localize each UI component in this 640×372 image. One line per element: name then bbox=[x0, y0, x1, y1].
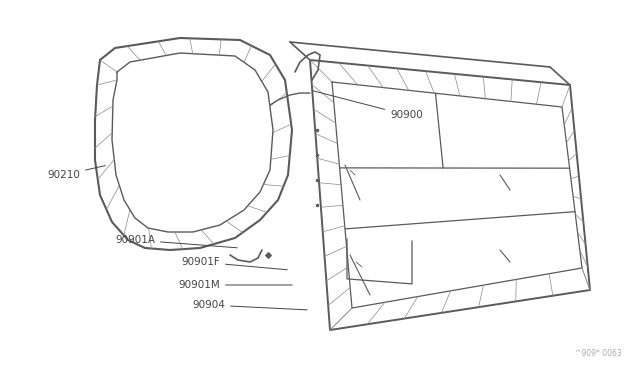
Text: 90901M: 90901M bbox=[179, 280, 292, 290]
Text: ^909* 0063: ^909* 0063 bbox=[575, 349, 622, 358]
Text: 90900: 90900 bbox=[313, 91, 423, 120]
Text: 90901F: 90901F bbox=[181, 257, 287, 270]
Text: 90210: 90210 bbox=[47, 166, 106, 180]
Text: 90904: 90904 bbox=[192, 300, 307, 310]
Text: 90901A: 90901A bbox=[115, 235, 237, 248]
